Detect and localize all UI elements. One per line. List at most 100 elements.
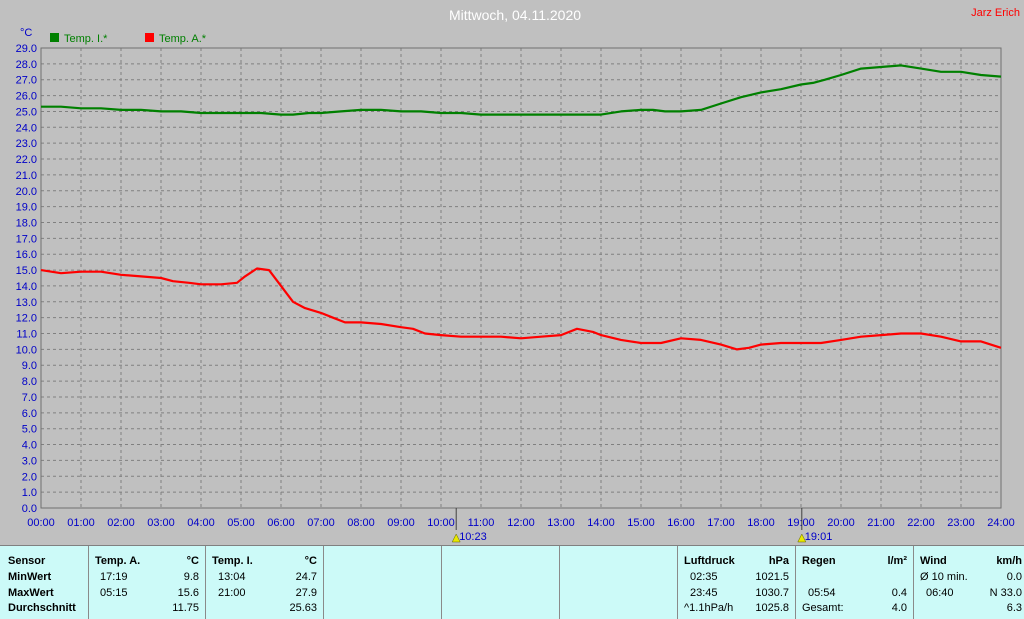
legend-swatch-temp-a [145, 33, 154, 42]
chart-title: Mittwoch, 04.11.2020 [449, 7, 581, 23]
luftdruck-unit: hPa [768, 555, 789, 567]
wind-avg-label: Ø 10 min. [920, 571, 968, 583]
x-tick-label: 06:00 [267, 517, 295, 529]
y-tick-label: 6.0 [22, 408, 37, 420]
grid-lines [40, 47, 1002, 509]
x-tick-label: 07:00 [307, 517, 335, 529]
regen-header: Regen [802, 555, 836, 567]
y-tick-label: 18.0 [16, 217, 37, 229]
summary-col-sensor: Sensor MinWert MaxWert Durchschnitt [0, 546, 89, 619]
legend-label-temp-a: Temp. A.* [159, 33, 207, 45]
x-tick-label: 08:00 [347, 517, 375, 529]
x-tick-label: 21:00 [867, 517, 895, 529]
temp-i-min-time: 13:04 [218, 571, 246, 583]
y-axis-ticks: 0.0 1.0 2.0 3.0 4.0 5.0 6.0 7.0 8.0 9.0 10.0 11.0 12… [16, 43, 37, 515]
regen-total: 4.0 [891, 602, 907, 614]
x-tick-label: 01:00 [67, 517, 95, 529]
row-label-max: MaxWert [8, 587, 54, 599]
y-tick-label: 7.0 [22, 392, 37, 404]
summary-col-temp-a: Temp. A. °C 17:19 9.8 05:15 15.6 11.75 [89, 546, 206, 619]
temp-i-avg: 25.63 [289, 602, 317, 614]
x-tick-label: 10:00 [427, 517, 455, 529]
summary-col-empty-3 [560, 546, 678, 619]
y-tick-label: 9.0 [22, 360, 37, 372]
luftdruck-current: 1025.8 [755, 602, 789, 614]
row-label-min: MinWert [8, 571, 52, 583]
y-tick-label: 13.0 [16, 297, 37, 309]
sun-icon [451, 533, 461, 543]
x-tick-label: 22:00 [907, 517, 935, 529]
y-tick-label: 11.0 [16, 329, 37, 341]
summary-col-empty-1 [324, 546, 442, 619]
y-tick-label: 25.0 [16, 106, 37, 118]
sun-markers: 10:23 19:01 [451, 508, 833, 543]
y-tick-label: 14.0 [16, 281, 37, 293]
x-tick-label: 15:00 [627, 517, 655, 529]
summary-col-regen: Regen l/m² 05:54 0.4 Gesamt: 4.0 [796, 546, 914, 619]
luftdruck-header: Luftdruck [684, 555, 735, 567]
row-label-avg: Durchschnitt [8, 602, 76, 614]
summary-col-wind: Wind km/h Ø 10 min. 0.0 06:40 N 33.0 6.3 [914, 546, 1024, 619]
x-tick-label: 03:00 [147, 517, 175, 529]
x-tick-label: 12:00 [507, 517, 535, 529]
series-line-1 [40, 267, 1002, 351]
sun-icon [797, 533, 807, 543]
x-tick-label: 19:00 [787, 517, 815, 529]
x-tick-label: 20:00 [827, 517, 855, 529]
y-tick-label: 5.0 [22, 424, 37, 436]
y-tick-label: 1.0 [22, 487, 37, 499]
x-tick-label: 09:00 [387, 517, 415, 529]
summary-col-empty-2 [442, 546, 560, 619]
wind-current: 6.3 [1006, 602, 1022, 614]
y-tick-label: 12.0 [16, 313, 37, 325]
y-tick-label: 2.0 [22, 471, 37, 483]
y-tick-label: 20.0 [16, 186, 37, 198]
x-tick-label: 00:00 [27, 517, 55, 529]
temp-a-max-time: 05:15 [100, 587, 128, 599]
y-tick-label: 17.0 [16, 233, 37, 245]
temp-i-max-time: 21:00 [218, 587, 246, 599]
x-tick-label: 13:00 [547, 517, 575, 529]
x-tick-label: 04:00 [187, 517, 215, 529]
legend-swatch-temp-i [50, 33, 59, 42]
sun-marker-label: 10:23 [459, 531, 487, 543]
luftdruck-min-time: 02:35 [690, 571, 718, 583]
temp-a-unit: °C [186, 555, 199, 567]
temp-a-avg: 11.75 [172, 602, 199, 614]
wind-avg: 0.0 [1006, 571, 1022, 583]
plot-frame [40, 47, 1002, 509]
x-tick-label: 05:00 [227, 517, 255, 529]
wind-header: Wind [920, 555, 947, 567]
y-tick-label: 24.0 [16, 122, 37, 134]
regen-total-label: Gesamt: [802, 602, 844, 614]
y-tick-label: 21.0 [16, 170, 37, 182]
temp-a-min-time: 17:19 [100, 571, 128, 583]
y-tick-label: 28.0 [16, 59, 37, 71]
y-tick-label: 22.0 [16, 154, 37, 166]
legend-label-temp-i: Temp. I.* [64, 33, 108, 45]
sensor-header: Sensor [8, 555, 46, 567]
y-tick-label: 0.0 [22, 503, 37, 515]
regen-max-time: 05:54 [808, 587, 836, 599]
summary-table: Sensor MinWert MaxWert Durchschnitt Temp… [0, 545, 1024, 619]
temp-i-max: 27.9 [295, 587, 317, 599]
summary-col-temp-i: Temp. I. °C 13:04 24.7 21:00 27.9 25.63 [206, 546, 324, 619]
chart-author: Jarz Erich [971, 7, 1020, 19]
wind-max-time: 06:40 [926, 587, 954, 599]
x-axis-ticks: 00:00 01:00 02:00 03:00 04:00 05:00 06:00 07:00… [27, 517, 1015, 529]
x-tick-label: 18:00 [747, 517, 775, 529]
series-lines [40, 64, 1002, 351]
luftdruck-trend: ^1.1hPa/h [684, 602, 734, 614]
x-tick-label: 23:00 [947, 517, 975, 529]
temp-i-unit: °C [304, 555, 317, 567]
temp-a-min: 9.8 [183, 571, 199, 583]
y-axis-unit: °C [20, 27, 32, 39]
summary-col-luftdruck: Luftdruck hPa 02:35 1021.5 23:45 1030.7 … [678, 546, 796, 619]
luftdruck-max: 1030.7 [755, 587, 789, 599]
x-tick-label: 24:00 [987, 517, 1015, 529]
sun-marker-label: 19:01 [805, 531, 833, 543]
y-tick-label: 19.0 [16, 202, 37, 214]
y-tick-label: 8.0 [22, 376, 37, 388]
y-tick-label: 27.0 [16, 75, 37, 87]
series-line-0 [41, 64, 1002, 116]
